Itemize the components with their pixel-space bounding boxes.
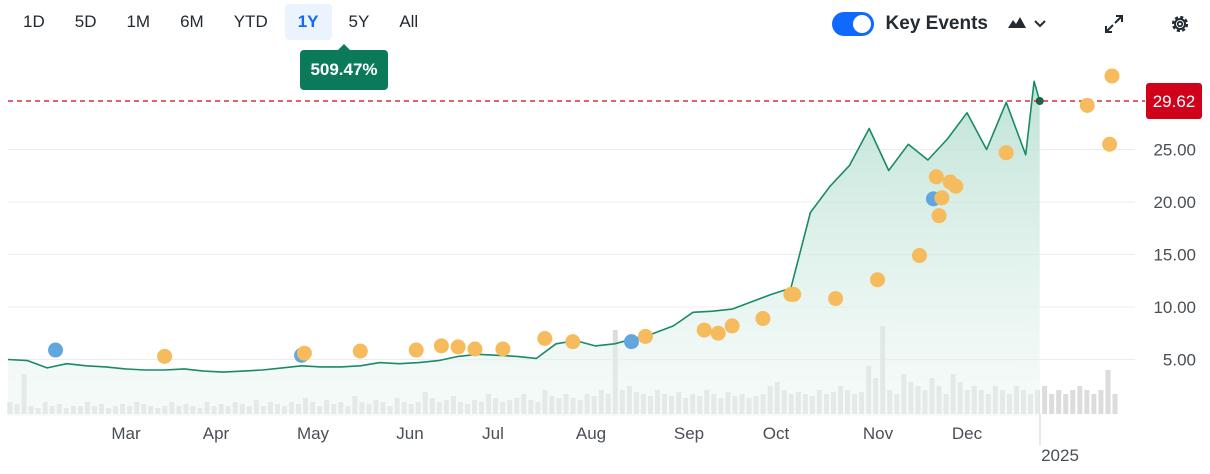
y-tick-label: 5.00 xyxy=(1163,351,1196,370)
chart-type-dropdown[interactable] xyxy=(1008,15,1046,34)
volume-bar xyxy=(1063,394,1069,414)
y-axis: 5.00 10.00 15.00 20.00 25.00 xyxy=(1153,141,1196,370)
range-tab-1m[interactable]: 1M xyxy=(126,12,151,31)
volume-bar xyxy=(1049,394,1055,414)
event-marker-orange xyxy=(537,331,553,346)
x-tick-label: Nov xyxy=(863,424,894,443)
event-marker-orange xyxy=(755,311,771,327)
event-marker-orange xyxy=(870,272,886,288)
chart-toolbar: 1D 5D 1M 6M YTD 1Y 5Y All Key Events xyxy=(0,0,1210,48)
price-line-group xyxy=(7,80,1044,373)
x-tick-label: Aug xyxy=(576,424,606,443)
range-tab-all[interactable]: All xyxy=(399,12,419,31)
event-marker-orange xyxy=(710,325,726,341)
mountain-chart-icon xyxy=(1008,15,1026,34)
range-tabs: 1D 5D 1M 6M YTD 1Y 5Y All xyxy=(10,4,435,40)
x-axis: Mar Apr May Jun Jul Aug Sep Oct Nov Dec 2025 xyxy=(111,414,1079,465)
toggle-knob xyxy=(852,15,871,33)
range-tab-ytd[interactable]: YTD xyxy=(233,12,268,31)
key-events-label: Key Events xyxy=(885,13,988,34)
event-marker-orange xyxy=(928,169,944,185)
event-marker-orange xyxy=(408,342,424,358)
last-price-box xyxy=(1146,82,1202,119)
last-price-reference: 29.62 xyxy=(8,82,1202,119)
change-badge: 509.47% xyxy=(300,44,388,90)
x-tick-label: Apr xyxy=(203,424,230,443)
range-tab-1d[interactable]: 1D xyxy=(23,12,45,31)
range-tab-5d[interactable]: 5D xyxy=(74,12,97,31)
range-tab-5y[interactable]: 5Y xyxy=(348,12,370,31)
x-tick-label: May xyxy=(297,424,330,443)
year-label: 2025 xyxy=(1041,446,1079,465)
event-marker-orange xyxy=(565,334,581,350)
event-marker-orange xyxy=(724,318,740,334)
x-tick-label: Jul xyxy=(482,424,504,443)
x-tick-label: Jun xyxy=(396,424,423,443)
price-area xyxy=(8,81,1040,417)
volume-bar xyxy=(1112,394,1118,414)
chevron-down-icon xyxy=(1034,15,1046,33)
volume-bar xyxy=(1084,390,1090,414)
event-marker-orange xyxy=(1102,136,1118,152)
last-price-label: 29.62 xyxy=(1153,92,1196,111)
event-marker-orange xyxy=(352,343,368,359)
key-events xyxy=(48,68,1120,364)
volume-bar xyxy=(1098,390,1104,414)
volume-bar xyxy=(1042,386,1048,414)
gear-icon[interactable] xyxy=(1164,8,1196,40)
x-tick-label: Dec xyxy=(952,424,983,443)
y-tick-label: 15.00 xyxy=(1153,246,1196,265)
chart-tools: Key Events xyxy=(831,8,1196,40)
event-marker-orange xyxy=(911,248,927,264)
event-marker-orange xyxy=(637,328,653,344)
event-marker-orange xyxy=(828,291,844,307)
volume-bar xyxy=(1091,394,1097,414)
x-tick-label: Mar xyxy=(111,424,141,443)
last-price-dot xyxy=(1035,96,1044,105)
event-marker-orange xyxy=(1104,68,1120,84)
event-marker-blue xyxy=(624,334,640,350)
x-tick-label: Sep xyxy=(674,424,704,443)
event-marker-orange xyxy=(934,190,950,206)
event-marker-orange xyxy=(696,322,712,338)
y-tick-label: 10.00 xyxy=(1153,298,1196,317)
event-marker-orange xyxy=(998,145,1014,161)
y-tick-label: 20.00 xyxy=(1153,193,1196,212)
volume-bar xyxy=(1070,390,1076,414)
volume-bar xyxy=(1056,390,1062,414)
volume-bar xyxy=(1105,370,1111,414)
event-marker-orange xyxy=(467,341,483,357)
price-line xyxy=(7,80,1041,373)
event-marker-orange xyxy=(495,341,511,357)
event-marker-orange xyxy=(450,339,466,355)
event-marker-orange xyxy=(433,338,449,354)
event-marker-orange xyxy=(296,345,312,361)
event-marker-orange xyxy=(948,178,964,194)
event-marker-orange xyxy=(1079,97,1095,113)
event-marker-orange xyxy=(786,286,802,302)
event-marker-blue xyxy=(48,342,64,358)
range-tab-1y[interactable]: 1Y xyxy=(284,4,332,40)
price-chart[interactable]: 29.62 5.00 10.00 15.00 20.00 25.00 Mar Apr May… xyxy=(0,48,1210,474)
key-events-toggle[interactable] xyxy=(831,12,874,36)
range-tab-6m[interactable]: 6M xyxy=(180,12,204,31)
event-marker-orange xyxy=(931,208,947,224)
y-tick-label: 25.00 xyxy=(1153,141,1196,160)
event-marker-orange xyxy=(157,348,173,364)
x-tick-label: Oct xyxy=(763,424,790,443)
volume-bar xyxy=(1077,386,1083,414)
expand-icon[interactable] xyxy=(1098,8,1130,40)
price-area-fill xyxy=(8,81,1040,417)
